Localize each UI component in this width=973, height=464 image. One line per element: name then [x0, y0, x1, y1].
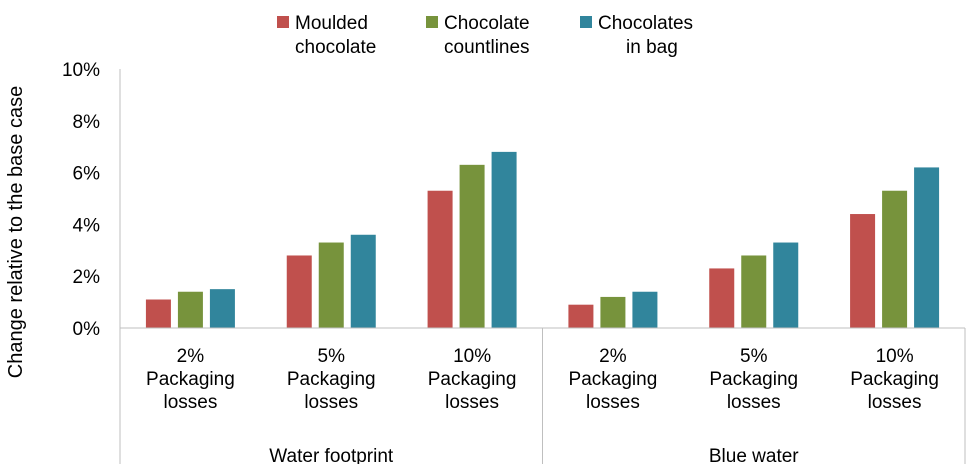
bar: [177, 291, 203, 328]
legend-label: Chocolate countlines: [444, 13, 530, 58]
legend-label: Chocolates in bag: [598, 13, 693, 58]
bar: [882, 190, 908, 328]
bar: [459, 164, 485, 328]
y-tick-label: 2%: [73, 267, 101, 288]
legend-label: Moulded chocolate: [295, 13, 376, 58]
bar: [741, 255, 767, 328]
bar: [491, 151, 517, 328]
x-tick-label: 2% Packaging losses: [569, 346, 658, 413]
y-tick-label: 10%: [62, 60, 100, 81]
bar: [632, 291, 658, 328]
legend-swatch: [277, 16, 289, 28]
group-label: Blue water: [709, 446, 799, 464]
group-label: Water footprint: [269, 446, 394, 464]
y-tick-label: 8%: [73, 112, 101, 133]
x-axis-labels: 2% Packaging losses 5% Packaging losses 10% Pac…: [146, 346, 939, 464]
bar: [427, 190, 453, 328]
bar: [773, 242, 799, 328]
y-tick-label: 4%: [73, 215, 101, 236]
x-tick-label: 5% Packaging losses: [709, 346, 798, 413]
x-tick-label: 2% Packaging losses: [146, 346, 235, 413]
bar: [914, 167, 940, 328]
y-axis-ticks: 0% 2% 4% 6% 8% 10%: [62, 60, 100, 340]
bar: [350, 234, 376, 328]
bar: [209, 289, 235, 328]
bar: [709, 268, 735, 328]
axes: [119, 69, 966, 464]
bar: [145, 299, 171, 328]
bar: [600, 296, 626, 328]
legend: Moulded chocolate Chocolate countlines Choco…: [277, 13, 693, 58]
y-tick-label: 6%: [73, 164, 101, 185]
x-tick-label: 10% Packaging losses: [850, 346, 939, 413]
bar: [850, 214, 876, 328]
bar: [318, 242, 344, 328]
y-tick-label: 0%: [73, 319, 101, 340]
x-tick-label: 5% Packaging losses: [287, 346, 376, 413]
bar: [568, 304, 594, 328]
y-axis-label: Change relative to the base case: [5, 86, 27, 378]
legend-swatch: [426, 16, 438, 28]
x-tick-label: 10% Packaging losses: [428, 346, 517, 413]
bars: [145, 151, 940, 328]
legend-swatch: [580, 16, 592, 28]
bar: [286, 255, 312, 328]
